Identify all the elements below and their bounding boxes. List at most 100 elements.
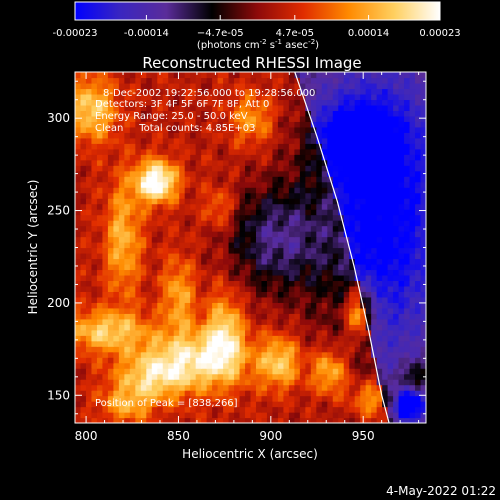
heatmap-cell	[255, 318, 263, 325]
heatmap-cell	[129, 313, 136, 320]
heatmap-cell	[75, 329, 82, 336]
heatmap-cell	[118, 159, 125, 166]
heatmap-cell	[107, 285, 114, 292]
heatmap-cell	[371, 104, 378, 111]
heatmap-cell	[75, 165, 82, 172]
heatmap-cell	[327, 198, 334, 205]
heatmap-cell	[212, 296, 219, 303]
heatmap-cell	[162, 247, 169, 254]
heatmap-cell	[190, 379, 197, 386]
heatmap-cell	[179, 307, 186, 314]
heatmap-cell	[151, 187, 158, 194]
heatmap-cell	[102, 220, 109, 227]
heatmap-cell	[283, 406, 290, 413]
heatmap-cell	[212, 88, 219, 95]
heatmap-cell	[146, 203, 153, 210]
heatmap-cell	[332, 154, 339, 161]
heatmap-cell	[387, 296, 394, 303]
heatmap-cell	[206, 357, 213, 364]
heatmap-cell	[190, 346, 197, 353]
heatmap-cell	[283, 126, 290, 133]
heatmap-cell	[75, 340, 82, 347]
heatmap-cell	[255, 77, 263, 84]
heatmap-cell	[113, 318, 120, 325]
heatmap-cell	[201, 406, 208, 413]
heatmap-cell	[266, 187, 274, 194]
heatmap-cell	[102, 263, 109, 271]
heatmap-cell	[327, 390, 334, 397]
heatmap-cell	[113, 362, 120, 369]
heatmap-cell	[157, 395, 164, 402]
heatmap-cell	[382, 143, 389, 150]
heatmap-cell	[140, 165, 147, 172]
heatmap-cell	[332, 165, 339, 172]
heatmap-cell	[157, 384, 164, 391]
heatmap-cell	[140, 307, 147, 314]
heatmap-cell	[113, 291, 120, 298]
heatmap-cell	[409, 115, 416, 122]
heatmap-cell	[404, 395, 411, 402]
heatmap-cell	[360, 318, 367, 325]
heatmap-cell	[360, 368, 367, 375]
heatmap-cell	[376, 181, 383, 188]
heatmap-cell	[376, 263, 383, 271]
colorbar-frame	[74, 1, 441, 21]
heatmap-cell	[162, 379, 169, 386]
unit-part: s	[267, 40, 275, 51]
heatmap-cell	[245, 93, 252, 101]
heatmap-cell	[217, 198, 224, 205]
heatmap-cell	[113, 373, 120, 380]
heatmap-cell	[223, 318, 230, 325]
heatmap-cell	[91, 269, 98, 276]
heatmap-cell	[118, 143, 125, 150]
heatmap-cell	[283, 258, 290, 265]
heatmap-cell	[255, 302, 263, 309]
heatmap-cell	[162, 231, 169, 238]
heatmap-cell	[195, 357, 202, 364]
heatmap-cell	[305, 203, 312, 210]
heatmap-cell	[239, 115, 246, 122]
heatmap-cell	[321, 269, 328, 276]
heatmap-cell	[223, 236, 230, 243]
heatmap-cell	[305, 231, 312, 238]
heatmap-cell	[354, 324, 361, 331]
heatmap-cell	[288, 280, 295, 287]
heatmap-cell	[234, 307, 241, 314]
heatmap-cell	[338, 93, 345, 101]
heatmap-cell	[387, 324, 394, 331]
heatmap-cell	[332, 384, 339, 391]
heatmap-cell	[294, 115, 301, 122]
heatmap-cell	[382, 214, 389, 221]
heatmap-cell	[162, 242, 169, 249]
heatmap-cell	[327, 263, 334, 271]
heatmap-cell	[299, 329, 306, 336]
heatmap-cell	[129, 379, 136, 386]
heatmap-cell	[124, 236, 131, 243]
heatmap-cell	[107, 307, 114, 314]
heatmap-cell	[376, 126, 383, 133]
heatmap-cell	[80, 154, 87, 161]
heatmap-cell	[354, 302, 361, 309]
heatmap-cell	[217, 132, 224, 139]
heatmap-cell	[234, 351, 241, 358]
heatmap-cell	[316, 401, 323, 408]
heatmap-cell	[239, 258, 246, 265]
heatmap-cell	[255, 187, 263, 194]
heatmap-cell	[228, 324, 235, 331]
heatmap-cell	[195, 121, 202, 128]
heatmap-cell	[250, 143, 257, 150]
heatmap-cell	[173, 165, 180, 172]
heatmap-cell	[321, 329, 328, 336]
heatmap-cell	[173, 302, 180, 309]
heatmap-cell	[332, 209, 339, 216]
heatmap-cell	[228, 351, 235, 358]
heatmap-cell	[184, 225, 191, 232]
heatmap-cell	[91, 395, 98, 402]
heatmap-cell	[129, 285, 136, 292]
heatmap-cell	[201, 247, 208, 254]
heatmap-cell	[327, 318, 334, 325]
heatmap-cell	[261, 231, 268, 238]
heatmap-cell	[261, 214, 268, 221]
heatmap-cell	[239, 291, 246, 298]
heatmap-cell	[195, 362, 202, 369]
